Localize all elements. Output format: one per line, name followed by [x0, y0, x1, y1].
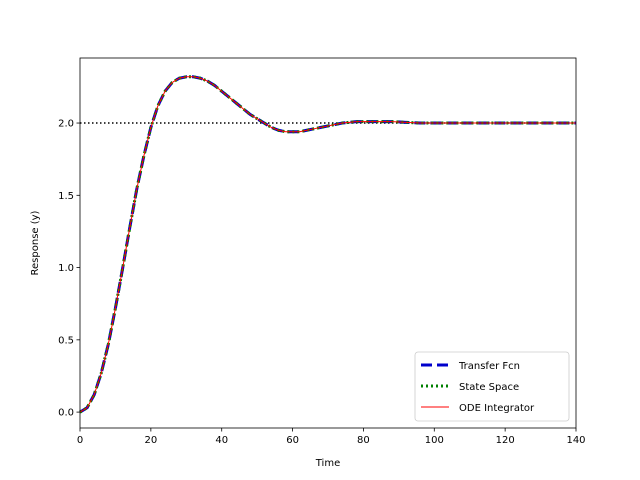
series-line-2 [79, 76, 576, 413]
series-layer [79, 75, 576, 414]
x-axis-label: Time [315, 458, 340, 469]
y-tick-label: 0.5 [58, 335, 74, 346]
legend: Transfer Fcn State Space ODE Integrator [414, 351, 570, 422]
legend-label-0: Transfer Fcn [458, 361, 520, 372]
x-tick-label: 140 [566, 435, 585, 446]
y-axis-ticks: 0.0 0.5 1.0 1.5 2.0 [58, 119, 80, 419]
x-tick-label: 60 [286, 435, 299, 446]
y-tick-label: 1.5 [58, 191, 74, 202]
y-axis-label: Response (y) [30, 210, 41, 275]
y-tick-label: 2.0 [58, 119, 74, 130]
x-tick-label: 100 [425, 435, 444, 446]
y-tick-label: 1.0 [58, 263, 74, 274]
x-tick-label: 20 [144, 435, 157, 446]
x-axis-ticks: 0 20 40 60 80 100 120 140 [77, 428, 586, 446]
x-tick-label: 80 [357, 435, 370, 446]
axes-frame [79, 57, 577, 429]
plot-area [79, 57, 577, 429]
legend-box [414, 351, 570, 422]
x-tick-label: 40 [215, 435, 228, 446]
y-tick-label: 0.0 [58, 408, 74, 419]
x-tick-label: 0 [77, 435, 83, 446]
legend-label-1: State Space [459, 382, 519, 393]
x-tick-label: 120 [496, 435, 515, 446]
legend-label-2: ODE Integrator [459, 403, 535, 414]
